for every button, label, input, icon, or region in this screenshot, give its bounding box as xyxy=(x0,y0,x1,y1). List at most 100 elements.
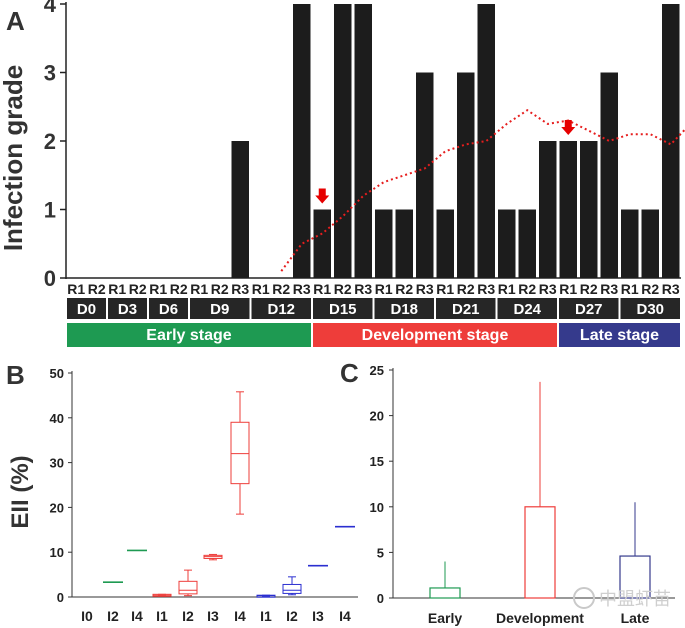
panel-c-letter: C xyxy=(340,358,359,388)
panel-a-day-label: D3 xyxy=(118,301,137,318)
panel-a-xtick-label: R1 xyxy=(108,281,126,297)
panel-a-day-label: D21 xyxy=(452,301,480,318)
panel-a-xtick-label: R1 xyxy=(375,281,393,297)
panel-a-ytick-label: 1 xyxy=(44,198,56,223)
panel-a-bar xyxy=(457,72,475,278)
panel-c-ytick-label: 10 xyxy=(370,500,384,515)
panel-a-bar xyxy=(375,209,393,278)
panel-b-xtick-label: I2 xyxy=(286,608,298,624)
panel-a-bar xyxy=(293,4,311,278)
panel-a-stage-bar xyxy=(313,323,557,347)
panel-a-xtick-label: R3 xyxy=(662,281,680,297)
panel-c: 0 5 10 15 20 25 Early Development Late xyxy=(370,363,675,626)
panel-a-day-box xyxy=(190,298,250,319)
panel-b-xtick-label: I3 xyxy=(312,608,324,624)
panel-c-bar xyxy=(619,555,651,599)
panel-a-trend-line xyxy=(280,108,685,272)
panel-a-xtick-label: R1 xyxy=(313,281,331,297)
panel-a-day-box xyxy=(67,298,106,319)
panel-b-xtick-label: I4 xyxy=(234,608,246,624)
panel-c-xtick-label: Development xyxy=(496,610,584,626)
panel-b-box xyxy=(178,580,198,595)
panel-a-bar xyxy=(231,141,249,278)
panel-a-stage-bar xyxy=(67,323,311,347)
panel-a-ytick-label: 0 xyxy=(44,266,56,291)
panel-b-xtick-label: I0 xyxy=(81,608,93,624)
panel-a-bar xyxy=(395,209,413,278)
panel-a-day-label: D24 xyxy=(513,301,541,318)
panel-a-stage-label: Development stage xyxy=(362,327,509,344)
panel-a-xtick-label: R1 xyxy=(559,281,577,297)
panel-a-xtick-label: R3 xyxy=(293,281,311,297)
panel-a-xtick-label: R2 xyxy=(272,281,290,297)
panel-a-xtick-label: R2 xyxy=(395,281,413,297)
panel-a-xtick-label: R2 xyxy=(334,281,352,297)
panel-a-day-box xyxy=(149,298,188,319)
panel-b-ytick-label: 20 xyxy=(50,500,64,515)
panel-a-bar xyxy=(539,141,557,278)
panel-a-day-box xyxy=(108,298,147,319)
panel-a-xtick-label: R2 xyxy=(641,281,659,297)
watermark-logo-icon xyxy=(573,587,595,609)
panel-a-arrow-marker xyxy=(315,188,330,204)
panel-c-bar xyxy=(524,506,556,599)
panel-a-bar xyxy=(641,209,659,278)
panel-c-bar xyxy=(429,587,461,599)
panel-a-xtick-label: R1 xyxy=(436,281,454,297)
panel-a-day-label: D30 xyxy=(636,301,664,318)
panel-a-xtick-label: R1 xyxy=(498,281,516,297)
panel-a-bar xyxy=(313,209,331,278)
panel-c-xtick-label: Early xyxy=(428,610,462,626)
panel-a-bar xyxy=(416,72,434,278)
panel-a-xtick-label: R2 xyxy=(129,281,147,297)
panel-a-xtick-label: R2 xyxy=(211,281,229,297)
panel-c-ytick-label: 25 xyxy=(370,363,384,378)
panel-a-day-box xyxy=(374,298,434,319)
panel-b-xtick-label: I1 xyxy=(260,608,272,624)
panel-a-day-label: D12 xyxy=(267,301,295,318)
panel-b-xtick-label: I1 xyxy=(156,608,168,624)
panel-a-bar xyxy=(600,72,618,278)
panel-a-xtick-label: R1 xyxy=(190,281,208,297)
panel-a-xtick-label: R3 xyxy=(354,281,372,297)
panel-a-xtick-label: R2 xyxy=(457,281,475,297)
panel-a-day-label: D6 xyxy=(159,301,178,318)
panel-a-day-label: D18 xyxy=(390,301,418,318)
panel-a-day-label: D0 xyxy=(77,301,96,318)
panel-b-box xyxy=(282,583,302,594)
panel-a-xtick-label: R1 xyxy=(67,281,85,297)
panel-c-ytick-label: 5 xyxy=(377,545,384,560)
panel-a-xtick-label: R3 xyxy=(231,281,249,297)
panel-b-ytick-label: 40 xyxy=(50,411,64,426)
panel-b: EII (%) 0 10 20 30 40 50 I0 I2 I4 I1 I2 I3 I4 I1 I2 I3… xyxy=(7,366,358,624)
panel-a-bar xyxy=(436,209,454,278)
panel-a-bar xyxy=(621,209,639,278)
panel-a-day-label: D27 xyxy=(575,301,603,318)
panel-a-stage-label: Late stage xyxy=(580,327,659,344)
panel-a-xtick-label: R2 xyxy=(170,281,188,297)
panel-c-ytick-label: 20 xyxy=(370,409,384,424)
panel-a-xtick-label: R2 xyxy=(88,281,106,297)
panel-a-letter: A xyxy=(6,6,25,36)
panel-b-xtick-label: I2 xyxy=(182,608,194,624)
panel-a-ytick-label: 4 xyxy=(44,0,57,17)
panel-b-ytick-label: 0 xyxy=(57,590,64,605)
panel-a-ytick-label: 3 xyxy=(44,61,56,86)
panel-a-ytick-label: 2 xyxy=(44,129,56,154)
panel-c-xtick-label: Late xyxy=(621,610,650,626)
panel-b-ylabel: EII (%) xyxy=(7,455,34,528)
panel-b-xtick-label: I4 xyxy=(131,608,143,624)
watermark: 中盟虾苗 xyxy=(573,587,671,609)
panel-c-ytick-label: 0 xyxy=(377,591,384,606)
panel-a-xtick-label: R1 xyxy=(621,281,639,297)
panel-a-bar xyxy=(498,209,516,278)
panel-a-ylabel: Infection grade xyxy=(0,65,28,251)
panel-a-arrow-marker xyxy=(561,120,576,135)
panel-a-day-box xyxy=(251,298,311,319)
panel-a-xtick-label: R3 xyxy=(539,281,557,297)
panel-b-ytick-label: 30 xyxy=(50,456,64,471)
panel-a-bar xyxy=(477,4,495,278)
panel-b-ytick-label: 50 xyxy=(50,366,64,381)
panel-b-letter: B xyxy=(6,360,25,390)
